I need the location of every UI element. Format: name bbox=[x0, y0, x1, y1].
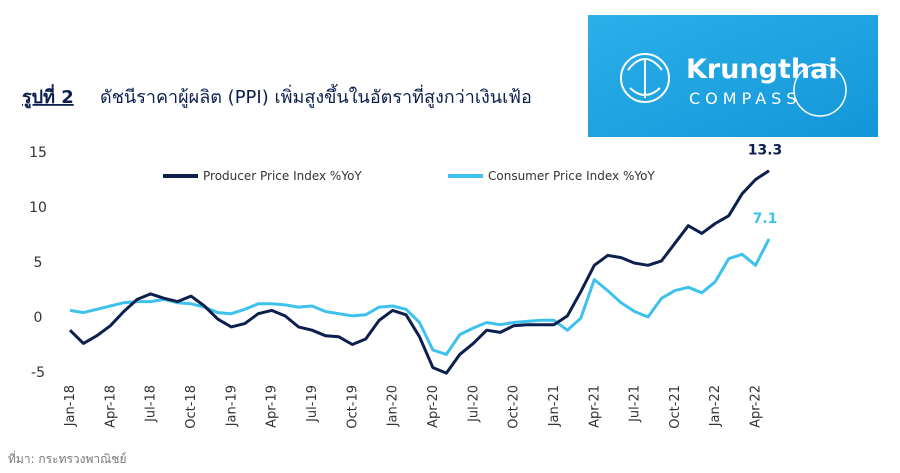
x-tick-label: Apr-20 bbox=[426, 385, 441, 428]
y-tick-label: -5 bbox=[31, 365, 45, 381]
y-tick-label: 5 bbox=[34, 255, 43, 271]
x-tick-label: Jul-18 bbox=[144, 385, 159, 423]
x-tick-label: Apr-19 bbox=[265, 385, 280, 428]
x-tick-label: Jan-18 bbox=[63, 385, 78, 427]
legend-label: Producer Price Index %YoY bbox=[203, 169, 362, 183]
x-tick-label: Apr-18 bbox=[103, 385, 118, 428]
x-tick-label: Jul-20 bbox=[466, 385, 481, 423]
x-tick-label: Apr-22 bbox=[749, 385, 764, 428]
data-label: 7.1 bbox=[753, 211, 778, 227]
series-line bbox=[68, 169, 770, 375]
x-tick-label: Jan-21 bbox=[547, 385, 562, 427]
logo-emblem bbox=[620, 53, 670, 103]
logo-sub: COMPASS bbox=[689, 89, 801, 108]
x-tick-label: Oct-20 bbox=[507, 385, 522, 429]
series-line bbox=[69, 238, 771, 356]
x-tick-label: Oct-18 bbox=[184, 385, 199, 429]
x-tick-label: Jul-21 bbox=[628, 385, 643, 423]
chart-title: ดัชนีราคาผู้ผลิต (PPI) เพิ่มสูงขึ้นในอัต… bbox=[100, 84, 532, 108]
logo-compass bbox=[793, 63, 847, 117]
x-tick-label: Jul-19 bbox=[305, 385, 320, 423]
title-prefix: รูปที่ 2 bbox=[22, 84, 74, 109]
x-tick-label: Apr-21 bbox=[587, 385, 602, 428]
logo-brand: Krungthai bbox=[686, 54, 838, 85]
legend-label: Consumer Price Index %YoY bbox=[488, 169, 655, 183]
source: ที่มา: กระทรวงพาณิชย์ bbox=[8, 450, 126, 466]
y-tick-label: 15 bbox=[29, 145, 47, 161]
x-tick-label: Jan-20 bbox=[386, 385, 401, 427]
x-tick-label: Oct-19 bbox=[345, 385, 360, 429]
x-tick-label: Jan-22 bbox=[708, 385, 723, 427]
logo-box bbox=[588, 15, 878, 137]
y-tick-label: 0 bbox=[34, 310, 43, 326]
y-tick-label: 10 bbox=[29, 200, 47, 216]
data-label: 13.3 bbox=[748, 143, 783, 159]
x-tick-label: Oct-21 bbox=[668, 385, 683, 429]
x-tick-label: Jan-19 bbox=[224, 385, 239, 427]
